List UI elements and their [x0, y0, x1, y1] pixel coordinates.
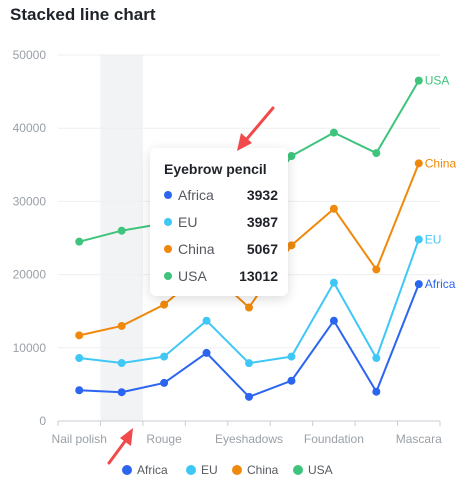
point-eu-lip-gloss [372, 354, 381, 363]
tooltip-row-eu: EU 3987 [164, 212, 278, 232]
point-usa-eyeliner [287, 152, 296, 161]
point-china-foundation [329, 204, 338, 213]
series-eu [75, 235, 423, 368]
point-africa-rouge [160, 378, 169, 387]
point-africa-mascara [414, 280, 423, 289]
x-tick-label-foundation: Foundation [304, 432, 364, 446]
point-usa-foundation [329, 128, 338, 137]
y-tick-label-0: 0 [39, 414, 46, 428]
x-axis: Nail polish Rouge Eyeshadows Foundation Masc… [52, 421, 442, 446]
end-label-usa: USA [425, 74, 450, 88]
x-tick-label-eyeshadows: Eyeshadows [215, 432, 283, 446]
legend-dot-africa [122, 465, 132, 475]
point-eu-lipstick [202, 316, 211, 325]
legend-label-usa: USA [308, 463, 333, 477]
tooltip-title: Eyebrow pencil [164, 161, 267, 177]
tooltip-name-china: China [178, 241, 215, 257]
point-africa-lipstick [202, 348, 211, 357]
chart-title: Stacked line chart [10, 5, 156, 24]
tooltip-value-eu: 3987 [246, 214, 278, 230]
tooltip-dot-usa [164, 272, 172, 280]
tooltip-name-africa: Africa [178, 187, 214, 203]
y-axis: 0 10000 20000 30000 40000 50000 [13, 48, 47, 428]
legend: Africa EU China USA [0, 460, 440, 480]
point-usa-eyebrow-pencil [117, 226, 126, 235]
point-africa-lip-gloss [372, 387, 381, 396]
point-china-mascara [414, 159, 423, 168]
legend-label-eu: EU [201, 463, 218, 477]
point-usa-mascara [414, 76, 423, 85]
series-end-labels: Africa EU China USA [425, 74, 457, 291]
y-tick-label-50000: 50000 [13, 48, 47, 62]
point-africa-foundation [329, 316, 338, 325]
point-china-rouge [160, 300, 169, 309]
point-africa-eyeliner [287, 376, 296, 385]
point-eu-nail-polish [75, 354, 84, 363]
point-eu-eyebrow-pencil [117, 359, 126, 368]
legend-dot-china [232, 465, 242, 475]
point-usa-nail-polish [75, 237, 84, 246]
tooltip-value-usa: 13012 [239, 268, 278, 284]
tooltip-dot-africa [164, 191, 172, 199]
point-china-eyeshadows [245, 303, 253, 312]
series-africa [75, 280, 423, 401]
stacked-line-chart[interactable]: 0 10000 20000 30000 40000 50000 Nail polish Ro… [0, 0, 471, 455]
point-china-eyebrow-pencil [117, 321, 126, 330]
point-africa-eyeshadows [245, 392, 253, 401]
y-tick-label-30000: 30000 [13, 194, 47, 208]
tooltip-value-china: 5067 [246, 241, 278, 257]
point-eu-foundation [329, 278, 338, 287]
point-eu-rouge [160, 352, 169, 361]
tooltip-value-africa: 3932 [246, 187, 278, 203]
tooltip-dot-china [164, 245, 172, 253]
series-layer [75, 76, 423, 401]
y-tick-label-10000: 10000 [13, 341, 47, 355]
point-china-nail-polish [75, 331, 84, 340]
point-eu-eyeliner [287, 352, 296, 361]
end-label-eu: EU [425, 232, 442, 246]
legend-label-africa: Africa [137, 463, 168, 477]
tooltip: Eyebrow pencil Africa 3932 EU 3987 China… [150, 148, 288, 296]
y-tick-label-40000: 40000 [13, 121, 47, 135]
tooltip-name-usa: USA [178, 268, 207, 284]
tooltip-name-eu: EU [178, 214, 198, 230]
point-eu-eyeshadows [245, 359, 253, 368]
x-tick-label-mascara: Mascara [396, 432, 442, 446]
point-eu-mascara [414, 235, 423, 244]
point-china-eyeliner [287, 241, 296, 250]
legend-dot-eu [186, 465, 196, 475]
tooltip-row-china: China 5067 [164, 239, 278, 259]
point-africa-eyebrow-pencil [117, 388, 126, 397]
end-label-africa: Africa [425, 277, 456, 291]
tooltip-dot-eu [164, 218, 172, 226]
legend-dot-usa [293, 465, 303, 475]
x-tick-label-rouge: Rouge [146, 432, 182, 446]
legend-label-china: China [247, 463, 279, 477]
point-africa-nail-polish [75, 386, 84, 395]
x-tick-label-nail-polish: Nail polish [52, 432, 107, 446]
tooltip-row-usa: USA 13012 [164, 266, 278, 286]
point-usa-lip-gloss [372, 149, 381, 158]
tooltip-row-africa: Africa 3932 [164, 185, 278, 205]
point-china-lip-gloss [372, 265, 381, 274]
y-tick-label-20000: 20000 [13, 268, 47, 282]
end-label-china: China [425, 156, 457, 170]
